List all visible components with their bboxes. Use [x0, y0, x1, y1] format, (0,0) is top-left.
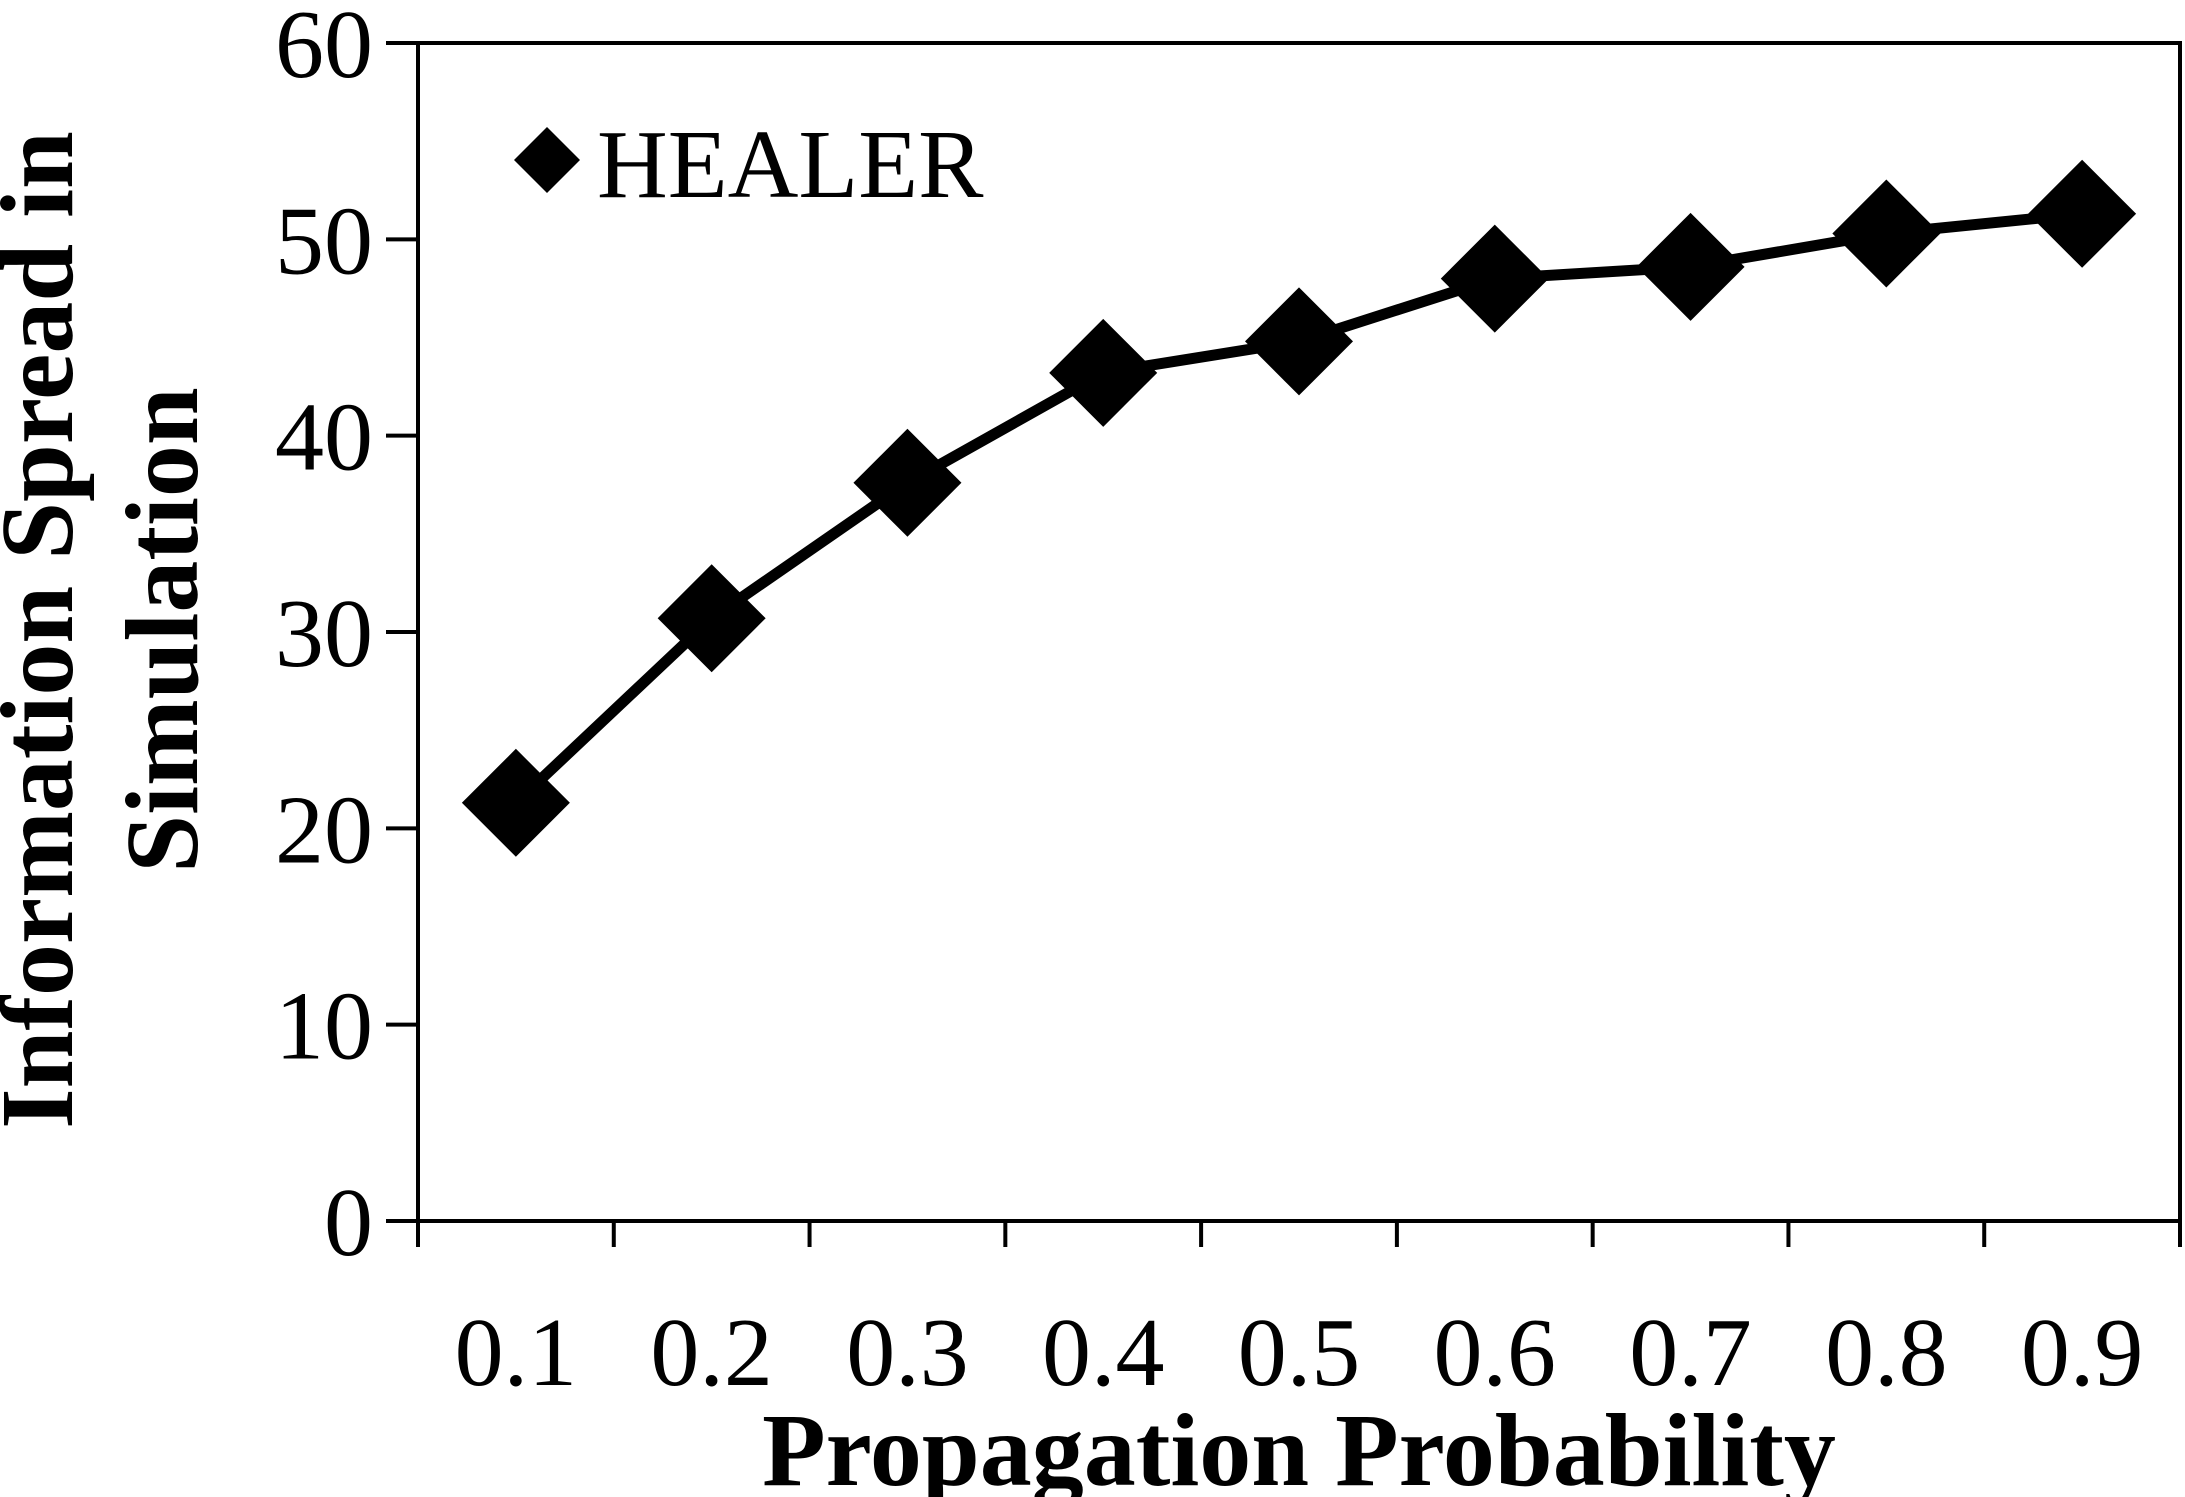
- y-tick-label: 20: [275, 776, 373, 884]
- data-point-marker: [1049, 318, 1158, 427]
- x-tick-label: 0.2: [650, 1299, 773, 1407]
- y-tick-label: 40: [275, 384, 373, 492]
- data-point-marker: [1245, 287, 1353, 396]
- data-point-marker: [1636, 212, 1745, 321]
- y-tick-label: 30: [275, 580, 373, 688]
- x-axis: 0.1 0.2 0.3 0.4 0.5 0.6 0.7 0.8 0.9: [416, 1221, 2182, 1407]
- x-tick-label: 0.6: [1434, 1299, 1557, 1407]
- data-point-marker: [1832, 179, 1941, 288]
- y-axis-title-line-2: Simulation: [105, 387, 220, 872]
- x-tick-label: 0.8: [1825, 1299, 1948, 1407]
- x-tick-label: 0.3: [846, 1299, 969, 1407]
- legend-marker: [514, 127, 580, 193]
- y-axis: 0 10 20 30 40 50 60: [275, 0, 418, 1277]
- legend-label: HEALER: [597, 111, 984, 219]
- x-axis-title: Propagation Probability: [762, 1393, 1836, 1497]
- y-axis-title-line-1: Information Spread in: [0, 131, 95, 1129]
- series-layer: [461, 159, 2137, 857]
- legend: HEALER: [514, 111, 984, 219]
- x-tick-label: 0.5: [1238, 1299, 1361, 1407]
- x-tick-label: 0.4: [1042, 1299, 1165, 1407]
- y-axis-title: Information Spread in Simulation: [0, 131, 220, 1129]
- data-point-marker: [2028, 159, 2137, 268]
- data-point-marker: [1440, 224, 1549, 333]
- y-tick-label: 10: [275, 973, 373, 1081]
- y-tick-label: 0: [324, 1169, 373, 1277]
- data-point-marker: [461, 748, 570, 857]
- x-tick-label: 0.9: [2021, 1299, 2144, 1407]
- y-tick-label: 60: [275, 0, 373, 99]
- x-tick-label: 0.7: [1629, 1299, 1752, 1407]
- data-point-marker: [853, 428, 962, 537]
- x-tick-label: 0.1: [455, 1299, 578, 1407]
- data-point-marker: [657, 564, 766, 673]
- y-tick-label: 50: [275, 187, 373, 295]
